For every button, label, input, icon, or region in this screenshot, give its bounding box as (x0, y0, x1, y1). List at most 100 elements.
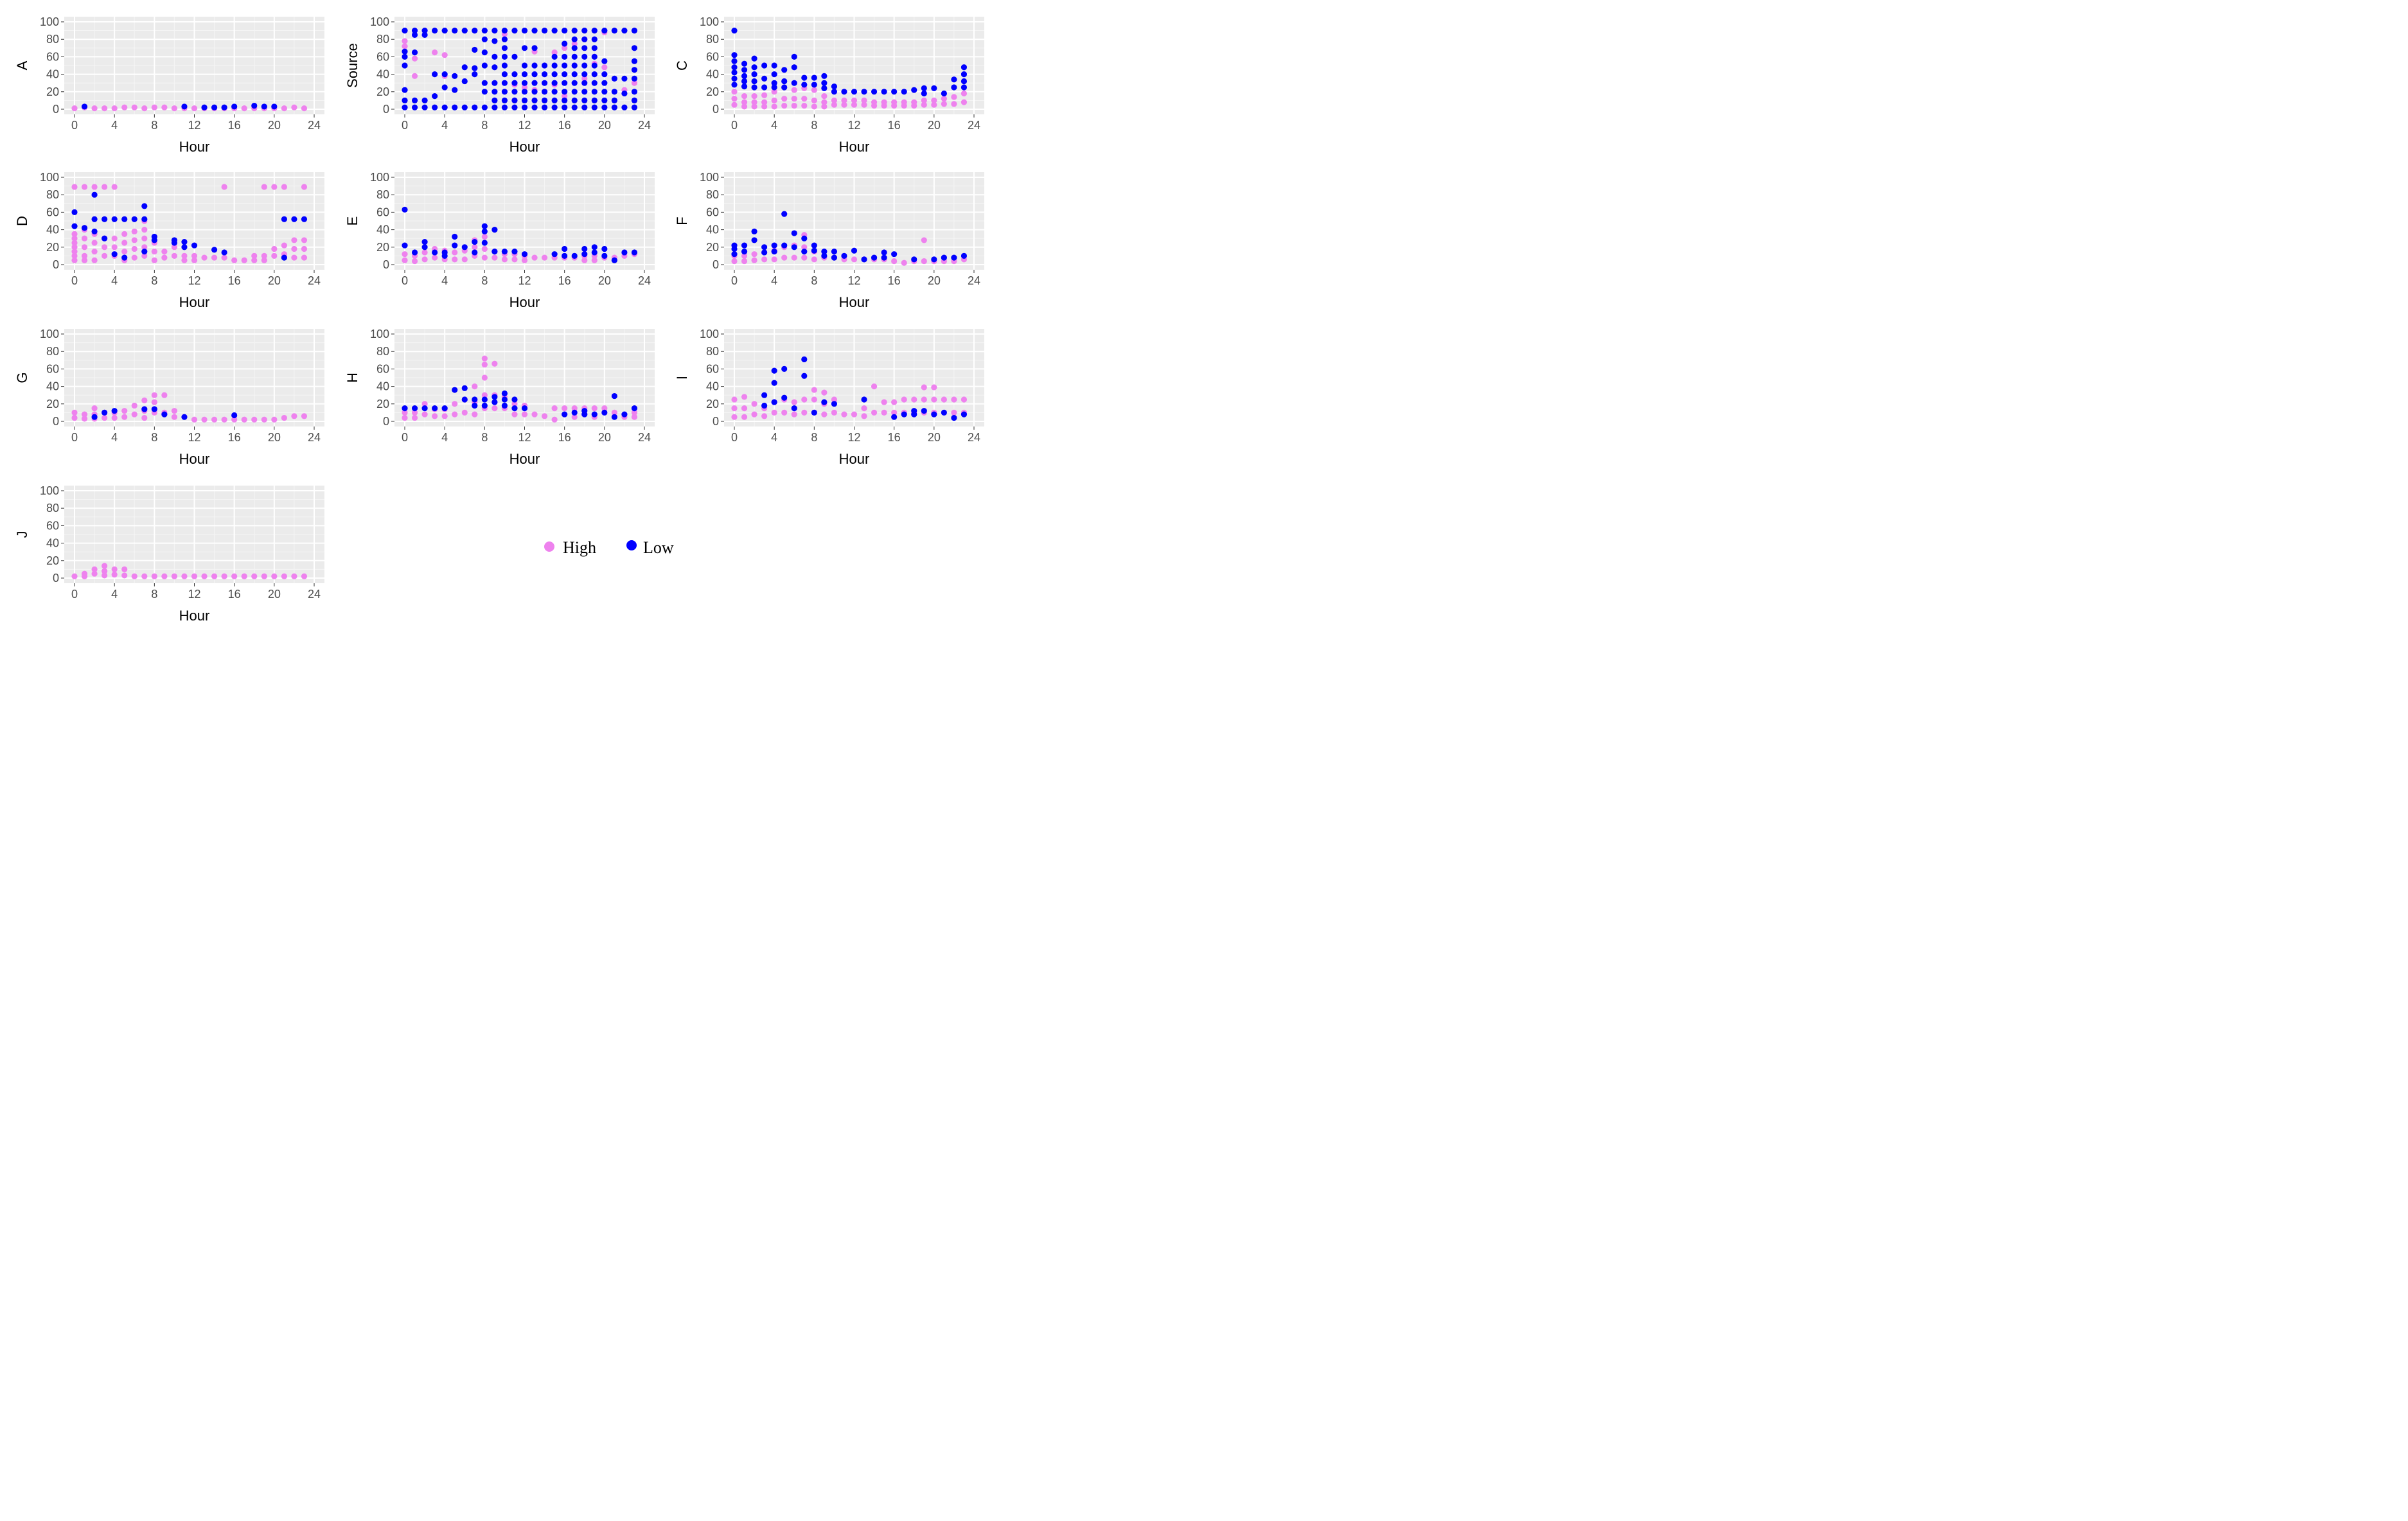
point-high (402, 251, 408, 258)
point-low (402, 206, 408, 213)
point-low (541, 104, 548, 110)
point-low (472, 65, 478, 71)
point-low (581, 89, 588, 95)
point-high (221, 416, 227, 423)
x-tick-label: 12 (847, 274, 860, 287)
x-tick-label: 4 (111, 274, 118, 287)
point-high (241, 105, 247, 112)
point-low (621, 90, 628, 97)
point-high (731, 101, 738, 108)
point-high (891, 399, 898, 405)
point-low (911, 411, 917, 418)
point-high (961, 99, 968, 105)
point-low (251, 102, 258, 109)
point-high (261, 252, 267, 259)
x-tick-label: 16 (888, 119, 901, 132)
point-high (141, 573, 148, 579)
point-low (562, 97, 568, 103)
x-tick-label: 24 (308, 431, 321, 444)
point-low (841, 89, 847, 95)
point-low (771, 367, 777, 374)
point-low (631, 67, 638, 73)
point-low (601, 409, 608, 416)
point-high (181, 257, 188, 263)
y-tick-label: 60 (46, 206, 59, 218)
point-high (731, 96, 738, 102)
point-low (491, 89, 498, 95)
point-high (102, 184, 108, 190)
y-tick-label: 80 (376, 345, 389, 358)
point-high (562, 405, 568, 412)
point-high (151, 573, 157, 579)
point-high (191, 573, 198, 579)
point-low (961, 71, 968, 78)
y-tick-label: 40 (706, 380, 719, 393)
point-high (131, 411, 137, 418)
point-high (541, 413, 548, 419)
point-low (491, 394, 498, 400)
point-low (731, 28, 738, 34)
point-high (741, 405, 748, 412)
point-high (121, 249, 128, 255)
x-tick-label: 0 (402, 119, 408, 132)
point-high (791, 96, 797, 102)
point-low (441, 104, 448, 110)
point-high (91, 570, 98, 577)
point-high (491, 405, 498, 412)
point-low (441, 405, 448, 412)
y-tick-label: 20 (376, 241, 389, 254)
point-low (531, 89, 538, 95)
point-low (611, 28, 617, 34)
y-tick-label: 40 (46, 537, 59, 550)
point-low (81, 225, 88, 231)
point-low (472, 71, 478, 78)
point-low (221, 249, 227, 256)
point-low (531, 104, 538, 110)
point-high (531, 411, 538, 418)
point-high (541, 254, 548, 261)
point-high (881, 399, 887, 405)
point-high (801, 244, 808, 251)
point-high (151, 392, 157, 398)
x-tick-label: 24 (308, 119, 321, 132)
panel-f: 0 4 8 12 16 20 24 0 20 40 60 80 100 Hour F (674, 171, 984, 310)
point-low (871, 254, 878, 261)
point-high (781, 102, 788, 109)
point-high (581, 75, 588, 82)
point-high (481, 355, 488, 362)
y-tick-label: 40 (46, 224, 59, 236)
point-high (851, 97, 858, 103)
point-low (521, 80, 528, 86)
point-low (551, 104, 558, 110)
point-high (591, 405, 598, 412)
point-low (511, 97, 518, 103)
point-high (211, 254, 218, 261)
point-low (811, 409, 817, 416)
point-low (562, 28, 568, 34)
point-high (301, 105, 308, 112)
point-low (461, 64, 468, 71)
point-low (501, 53, 508, 60)
point-low (121, 254, 128, 261)
point-high (891, 409, 898, 416)
point-high (402, 43, 408, 49)
point-high (111, 571, 118, 578)
y-tick-label: 40 (376, 380, 389, 393)
point-high (841, 97, 847, 103)
point-low (811, 82, 817, 88)
point-low (562, 62, 568, 69)
point-high (221, 184, 227, 190)
point-low (771, 62, 777, 69)
point-high (951, 101, 957, 107)
point-low (501, 390, 508, 397)
point-low (481, 89, 488, 95)
point-low (751, 237, 757, 243)
point-low (861, 396, 867, 403)
point-low (951, 414, 957, 421)
point-low (501, 249, 508, 255)
point-high (281, 242, 287, 249)
point-low (511, 28, 518, 34)
point-high (481, 233, 488, 240)
point-low (601, 252, 608, 259)
point-high (121, 566, 128, 573)
